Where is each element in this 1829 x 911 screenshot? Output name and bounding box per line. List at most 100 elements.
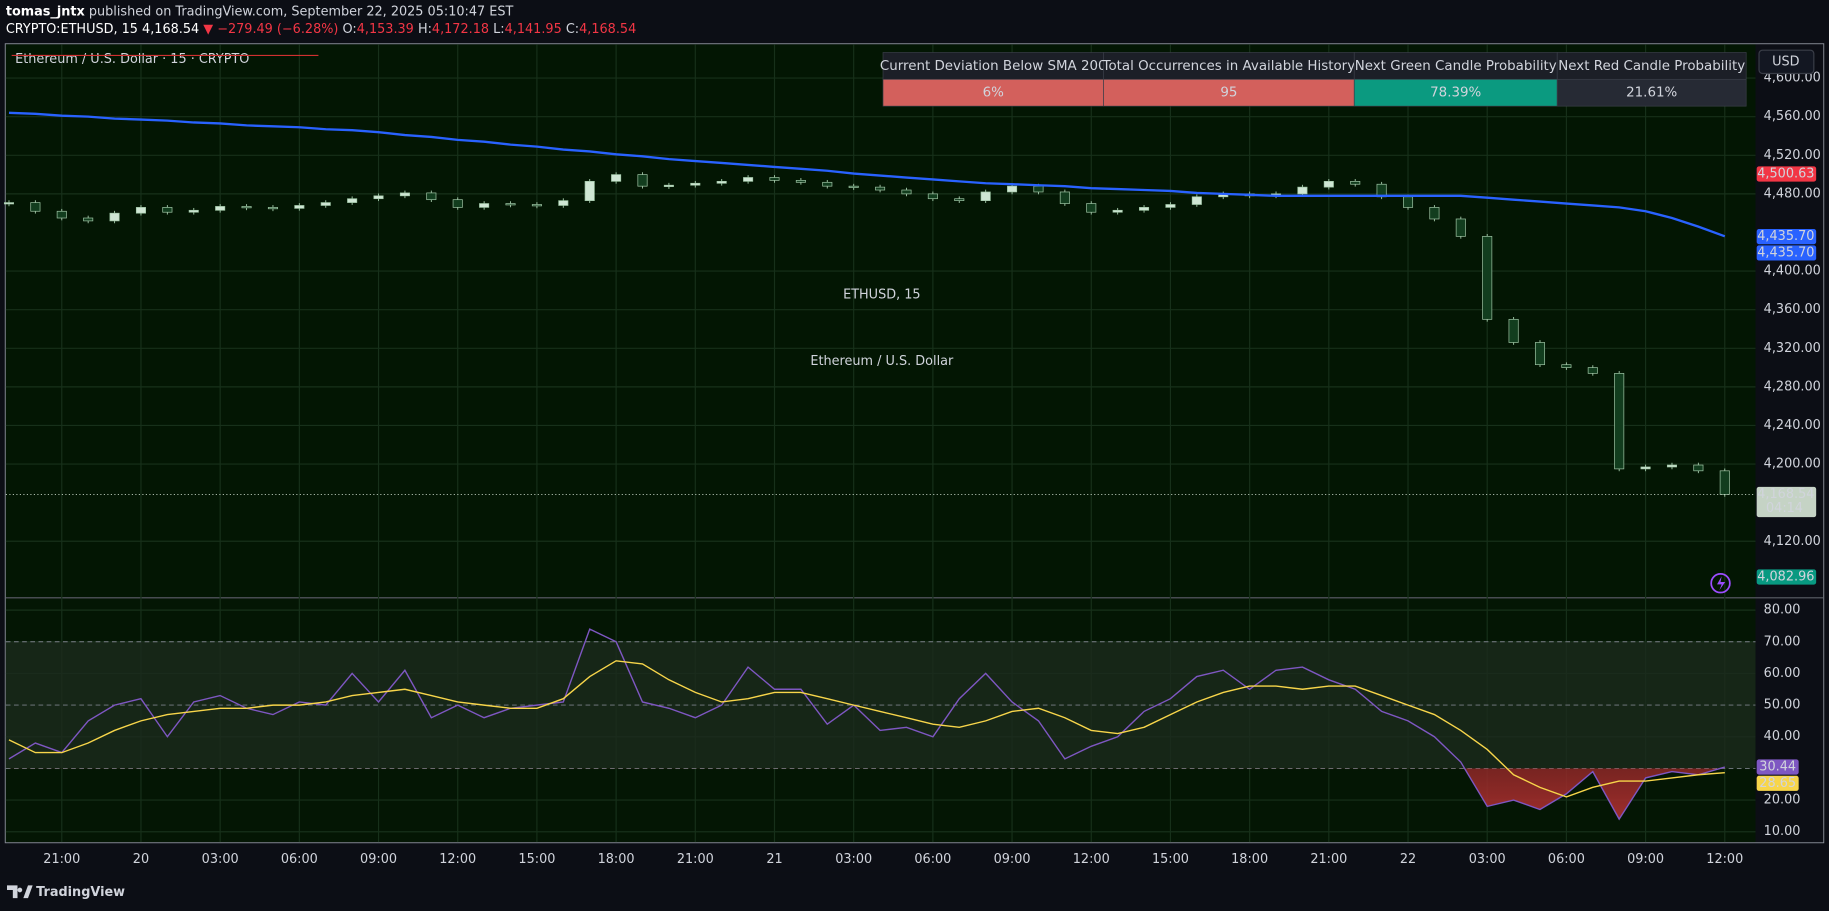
candle bbox=[1033, 185, 1044, 193]
candle bbox=[663, 184, 674, 187]
candle bbox=[479, 203, 490, 208]
candle bbox=[1059, 191, 1070, 204]
candle bbox=[452, 199, 463, 208]
table-value: 78.39% bbox=[1430, 86, 1481, 101]
alert-bolt bbox=[1717, 576, 1726, 591]
ohlc: O:4,153.39 H:4,172.18 L:4,141.95 C:4,168… bbox=[343, 22, 637, 37]
x-tick-label: 12:00 bbox=[1073, 852, 1110, 867]
candle bbox=[1191, 196, 1202, 205]
sma-line bbox=[8, 111, 1726, 238]
candle bbox=[769, 177, 780, 181]
x-tick-label: 18:00 bbox=[598, 852, 635, 867]
x-tick-label: 12:00 bbox=[1706, 852, 1743, 867]
chart-border bbox=[4, 43, 1825, 844]
x-tick-label: 20 bbox=[133, 852, 149, 867]
x-tick-label: 09:00 bbox=[994, 852, 1031, 867]
price-label: 4,500.63 bbox=[1757, 166, 1814, 181]
candle bbox=[690, 182, 701, 186]
currency-label[interactable]: USD bbox=[1772, 54, 1800, 69]
table-header-cell bbox=[1353, 52, 1558, 80]
candle bbox=[743, 177, 754, 182]
x-tick-label: 22 bbox=[1400, 852, 1416, 867]
logo-text: TradingView bbox=[36, 885, 125, 900]
currency-button[interactable] bbox=[1758, 49, 1815, 75]
table-header: Next Green Candle Probability bbox=[1355, 59, 1557, 74]
x-tick-label: 21:00 bbox=[43, 852, 80, 867]
candle bbox=[320, 202, 331, 206]
x-tick-label: 21:00 bbox=[1310, 852, 1347, 867]
price-label-box bbox=[1756, 245, 1817, 261]
ohlc-key: O: bbox=[343, 22, 357, 37]
candle bbox=[505, 203, 516, 206]
table-value: 6% bbox=[983, 86, 1004, 101]
x-tick-label: 21:00 bbox=[677, 852, 714, 867]
y-tick-label: 4,200.00 bbox=[1764, 457, 1821, 472]
y-tick-label: 80.00 bbox=[1764, 603, 1801, 618]
candle bbox=[1350, 180, 1361, 185]
published: published on TradingView.com, September … bbox=[89, 4, 514, 19]
candle bbox=[1693, 464, 1704, 472]
candle bbox=[1614, 373, 1625, 470]
candle bbox=[795, 180, 806, 183]
candle bbox=[1007, 185, 1018, 193]
table-header: Current Deviation Below SMA 200 bbox=[880, 59, 1107, 74]
x-tick-label: 03:00 bbox=[1469, 852, 1506, 867]
price-label: 4,435.70 bbox=[1757, 245, 1814, 260]
candle bbox=[426, 192, 437, 201]
value-label-box bbox=[1756, 759, 1799, 775]
candle bbox=[188, 209, 199, 213]
candle bbox=[162, 207, 173, 213]
table-value: 95 bbox=[1220, 86, 1237, 101]
x-tick-label: 03:00 bbox=[202, 852, 239, 867]
price-label: 4,082.96 bbox=[1757, 569, 1814, 584]
y-tick-label: 20.00 bbox=[1764, 793, 1801, 808]
candle bbox=[109, 212, 120, 222]
table-header-cell bbox=[1556, 52, 1747, 80]
x-tick-label: 03:00 bbox=[835, 852, 872, 867]
table-header: Total Occurrences in Available History bbox=[1102, 59, 1356, 74]
candle bbox=[215, 206, 226, 211]
y-tick-label: 50.00 bbox=[1764, 698, 1801, 713]
x-tick-label: 09:00 bbox=[360, 852, 397, 867]
rsi-line bbox=[8, 628, 1726, 821]
header-line-2: CRYPTO:ETHUSD, 15 4,168.54 ▼ −279.49 (−6… bbox=[6, 22, 636, 37]
candle bbox=[1402, 196, 1414, 208]
alert-icon[interactable] bbox=[1710, 573, 1731, 594]
candle bbox=[637, 174, 648, 187]
y-tick-label: 4,280.00 bbox=[1764, 379, 1821, 394]
candle bbox=[30, 202, 41, 212]
candle bbox=[267, 207, 278, 210]
value-label-box bbox=[1756, 775, 1799, 791]
candle bbox=[1482, 235, 1493, 320]
table-value: 21.61% bbox=[1626, 86, 1677, 101]
candle bbox=[531, 204, 542, 207]
candle bbox=[347, 198, 358, 203]
candle bbox=[1323, 180, 1334, 188]
price-label: 4,168.54 bbox=[1757, 487, 1814, 502]
candle bbox=[1429, 207, 1440, 220]
plot: 21:00 20 03:00 06:00 09:00 12:00 15:00 18:00 21:… bbox=[3, 71, 1821, 867]
price-change: ▼ −279.49 (−6.28%) bbox=[203, 22, 338, 37]
candle bbox=[901, 189, 912, 195]
value-label: 28.65 bbox=[1759, 776, 1796, 791]
symbol: CRYPTO:ETHUSD, 15 bbox=[6, 22, 138, 37]
candle bbox=[294, 205, 305, 209]
footer bbox=[0, 872, 1829, 911]
y-tick-label: 10.00 bbox=[1764, 824, 1801, 839]
y-tick-label: 70.00 bbox=[1764, 634, 1801, 649]
ohlc-value: 4,153.39 bbox=[357, 22, 414, 37]
candle bbox=[848, 185, 859, 188]
candle bbox=[83, 217, 94, 222]
table-cell bbox=[1103, 78, 1355, 107]
watermark-title: ETHUSD, 15 bbox=[843, 288, 920, 303]
candle bbox=[1508, 318, 1519, 343]
x-tick-label: 12:00 bbox=[439, 852, 476, 867]
candle bbox=[135, 207, 146, 214]
candle bbox=[980, 191, 991, 201]
candle bbox=[1112, 209, 1123, 213]
price-label-box bbox=[1756, 569, 1817, 585]
x-tick-label: 21 bbox=[766, 852, 782, 867]
candle bbox=[1640, 466, 1651, 470]
